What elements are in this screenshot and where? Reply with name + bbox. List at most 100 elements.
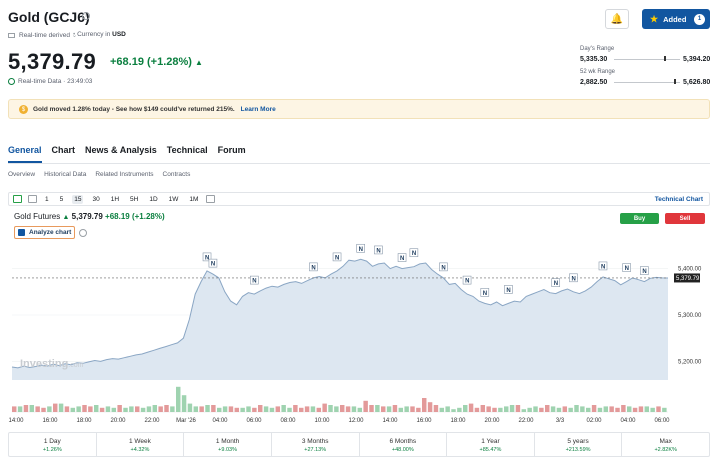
period-label: 1 Year bbox=[481, 438, 500, 445]
analyze-chart-button[interactable]: Analyze chart bbox=[14, 226, 75, 239]
x-tick-label: 04:00 bbox=[620, 418, 636, 424]
learn-more-link[interactable]: Learn More bbox=[240, 105, 276, 113]
sell-button[interactable]: Sell bbox=[665, 213, 705, 224]
news-marker-label: N bbox=[205, 255, 209, 261]
period-6-months[interactable]: 6 Months +48.00% bbox=[360, 433, 448, 456]
period-max[interactable]: Max +2.82K% bbox=[622, 433, 709, 456]
volume-bar bbox=[515, 405, 521, 412]
period-change: +48.00% bbox=[391, 447, 414, 453]
news-marker[interactable] bbox=[598, 261, 608, 271]
news-marker[interactable] bbox=[569, 273, 578, 283]
news-marker[interactable] bbox=[462, 275, 472, 285]
interval-1h[interactable]: 1H bbox=[110, 195, 120, 203]
x-tick-label: Mar '26 bbox=[176, 418, 196, 424]
news-marker[interactable] bbox=[374, 245, 383, 255]
tab-chart[interactable]: Chart bbox=[51, 145, 76, 155]
tab-forum[interactable]: Forum bbox=[217, 145, 246, 155]
news-marker[interactable] bbox=[504, 285, 513, 294]
news-marker[interactable] bbox=[409, 248, 419, 258]
candlestick-icon[interactable] bbox=[13, 195, 22, 203]
x-tick-label: 16:00 bbox=[42, 418, 58, 424]
news-marker-label: N bbox=[335, 255, 339, 261]
instrument-title: Gold (GCJ6) bbox=[8, 9, 90, 25]
volume-bar bbox=[357, 407, 363, 412]
volume-bar bbox=[386, 406, 392, 412]
tab-general[interactable]: General bbox=[8, 145, 42, 163]
interval-1w[interactable]: 1W bbox=[168, 195, 179, 203]
news-marker[interactable] bbox=[397, 253, 407, 262]
volume-bar bbox=[568, 407, 573, 412]
news-marker[interactable] bbox=[250, 275, 259, 285]
period-change: +2.82K% bbox=[654, 447, 677, 453]
interval-1m[interactable]: 1M bbox=[189, 195, 199, 203]
news-marker[interactable] bbox=[356, 243, 365, 253]
area-chart-icon[interactable] bbox=[28, 195, 37, 203]
volume-bar bbox=[76, 406, 81, 412]
volume-bar bbox=[369, 405, 374, 412]
period-5-years[interactable]: 5 years +213.59% bbox=[535, 433, 623, 456]
interval-1[interactable]: 1 bbox=[45, 195, 49, 203]
y-tick-label: 5,300.00 bbox=[678, 313, 702, 319]
news-marker-label: N bbox=[441, 265, 445, 271]
subtab-overview[interactable]: Overview bbox=[8, 171, 36, 178]
volume-bar bbox=[398, 407, 404, 412]
days-range-label: Day's Range bbox=[580, 46, 615, 52]
volume-bar bbox=[615, 407, 620, 412]
interval-5[interactable]: 5 bbox=[59, 195, 64, 203]
news-marker[interactable] bbox=[208, 258, 218, 268]
volume-bar bbox=[480, 405, 486, 412]
interval-15[interactable]: 15 bbox=[72, 194, 84, 204]
period-change: +4.32% bbox=[130, 447, 150, 453]
interval-5h[interactable]: 5H bbox=[130, 195, 139, 203]
volume-bar bbox=[609, 406, 614, 412]
volume-bar bbox=[205, 405, 210, 412]
period-1-day[interactable]: 1 Day +1.26% bbox=[9, 433, 97, 456]
news-marker[interactable] bbox=[439, 262, 448, 272]
chevron-down-icon[interactable]: ⌄ bbox=[71, 32, 78, 39]
volume-bar bbox=[509, 405, 515, 412]
news-marker[interactable] bbox=[480, 288, 490, 297]
period-label: Max bbox=[659, 438, 672, 445]
news-marker-label: N bbox=[400, 256, 404, 262]
alert-button[interactable]: 🔔 bbox=[605, 9, 629, 29]
volume-bar bbox=[146, 406, 152, 412]
interval-1d[interactable]: 1D bbox=[149, 195, 158, 203]
technical-chart-link[interactable]: Technical Chart bbox=[654, 195, 703, 203]
x-tick-label: 08:00 bbox=[280, 418, 296, 424]
volume-bar bbox=[457, 407, 462, 412]
buy-button[interactable]: Buy bbox=[620, 213, 659, 224]
news-marker[interactable] bbox=[551, 278, 561, 287]
news-marker[interactable] bbox=[309, 262, 318, 272]
subtab-related-instruments[interactable]: Related Instruments bbox=[95, 171, 154, 178]
flag-icon bbox=[8, 32, 15, 38]
volume-bar bbox=[498, 407, 503, 412]
interval-30[interactable]: 30 bbox=[92, 195, 100, 203]
tab-news-analysis[interactable]: News & Analysis bbox=[85, 145, 157, 155]
days-range-bar bbox=[614, 59, 680, 60]
period-3-months[interactable]: 3 Months +27.13% bbox=[272, 433, 360, 456]
period-1-year[interactable]: 1 Year +85.47% bbox=[447, 433, 535, 456]
volume-bar bbox=[58, 403, 64, 412]
subtab-contracts[interactable]: Contracts bbox=[162, 171, 191, 178]
interval-group: 1 5 15 30 1H 5H 1D 1W 1M bbox=[43, 194, 200, 204]
news-marker[interactable] bbox=[640, 266, 649, 275]
volume-bar bbox=[562, 406, 568, 412]
volume-bar bbox=[181, 395, 187, 412]
subtab-historical-data[interactable]: Historical Data bbox=[44, 171, 87, 178]
news-marker-label: N bbox=[376, 248, 380, 254]
added-watchlist-button[interactable]: ★ Added 1 bbox=[642, 9, 710, 29]
info-icon[interactable]: i bbox=[82, 12, 90, 20]
volume-bar bbox=[246, 406, 251, 412]
calendar-icon[interactable] bbox=[206, 195, 216, 203]
info-icon[interactable] bbox=[79, 229, 87, 237]
news-marker[interactable] bbox=[332, 252, 342, 262]
period-1-month[interactable]: 1 Month +9.03% bbox=[184, 433, 272, 456]
news-marker-label: N bbox=[642, 269, 646, 275]
news-marker[interactable] bbox=[202, 252, 212, 262]
period-1-week[interactable]: 1 Week +4.32% bbox=[97, 433, 185, 456]
news-marker[interactable] bbox=[622, 263, 631, 272]
tab-technical[interactable]: Technical bbox=[166, 145, 208, 155]
volume-bar bbox=[474, 407, 480, 412]
